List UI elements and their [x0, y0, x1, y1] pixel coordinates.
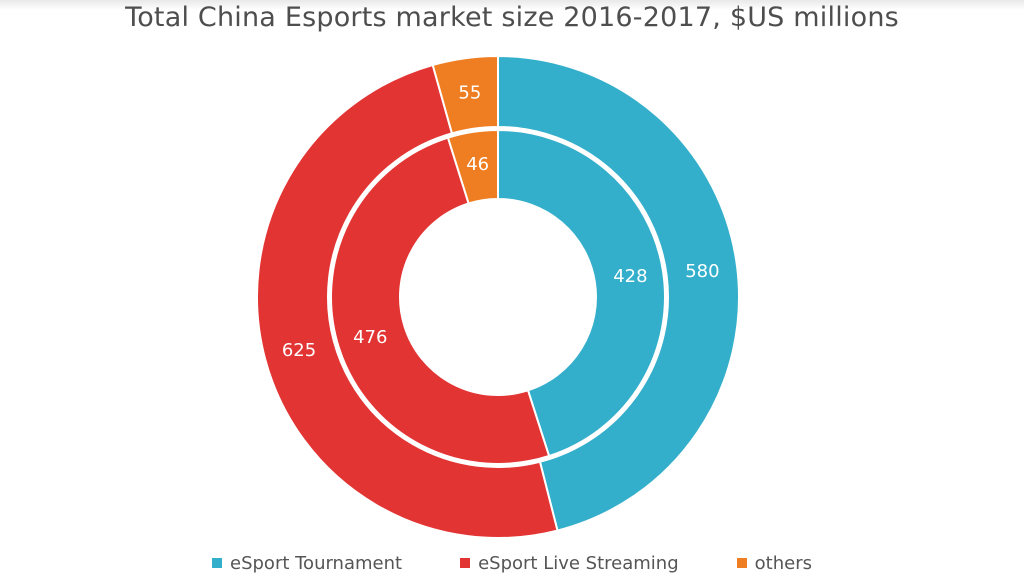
slice-inner-tournament: [497, 128, 666, 458]
legend-label-live-streaming: eSport Live Streaming: [478, 552, 679, 574]
legend-item-live-streaming: eSport Live Streaming: [460, 553, 679, 574]
data-label-outer-tournament: 580: [685, 261, 719, 282]
legend-swatch-tournament: [212, 558, 222, 568]
data-label-inner-others: 46: [466, 154, 489, 175]
slice-outer-others: [431, 54, 499, 135]
chart-legend: eSport Tournament eSport Live Streaming …: [0, 550, 1024, 576]
chart-title: Total China Esports market size 2016-201…: [125, 2, 899, 33]
data-label-outer-others: 55: [458, 82, 481, 103]
legend-swatch-others: [736, 558, 747, 568]
legend-item-tournament: eSport Tournament: [212, 553, 402, 574]
data-label-inner-live-streaming: 476: [353, 327, 387, 348]
top-shadow-bar: [0, 0, 1024, 10]
data-label-outer-live-streaming: 625: [282, 340, 316, 361]
data-label-inner-tournament: 428: [613, 266, 647, 287]
slice-inner-others: [446, 128, 499, 205]
slice-outer-live-streaming: [256, 63, 559, 539]
legend-swatch-live-streaming: [460, 558, 471, 568]
slice-outer-tournament: [497, 54, 740, 532]
legend-label-others: others: [754, 552, 812, 574]
doughnut-chart: 428 476 46 580 625 55: [256, 54, 740, 539]
slice-inner-live-streaming: [330, 136, 551, 465]
legend-item-others: others: [736, 552, 812, 574]
legend-label-tournament: eSport Tournament: [230, 552, 403, 574]
